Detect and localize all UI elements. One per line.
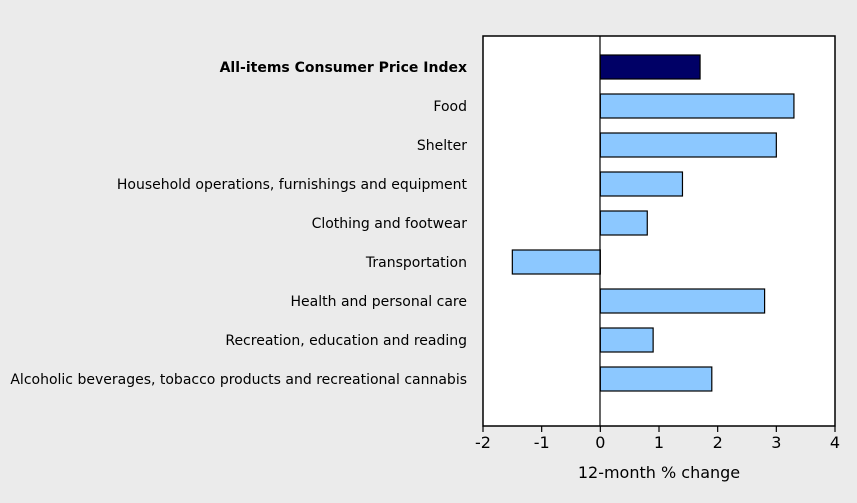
bar-2 [599,132,777,158]
category-label-4: Clothing and footwear [312,216,468,232]
category-label-0: All-items Consumer Price Index [220,60,467,76]
bar-8 [599,366,713,392]
category-labels: All-items Consumer Price Index Food Shelte… [10,60,467,388]
x-axis-title: 12-month % change [578,463,740,482]
x-tick-label-6: 4 [830,433,840,452]
x-axis-ticks: -2 -1 0 1 2 3 4 [475,426,840,452]
bar-4 [599,210,648,236]
category-label-5: Transportation [365,255,467,271]
category-label-2: Shelter [417,138,467,154]
bar-3 [599,171,684,197]
bar-7 [599,327,654,353]
x-tick-label-5: 3 [771,433,781,452]
x-tick-label-3: 1 [654,433,664,452]
category-label-1: Food [433,99,467,115]
bar-5 [511,249,601,275]
category-label-6: Health and personal care [291,294,467,310]
category-label-7: Recreation, education and reading [225,333,467,349]
bars [511,54,795,392]
category-label-3: Household operations, furnishings and eq… [117,177,468,193]
x-tick-label-0: -2 [475,433,491,452]
x-tick-label-1: -1 [534,433,550,452]
x-tick-label-4: 2 [713,433,723,452]
bar-1 [599,93,795,119]
bar-0 [599,54,701,80]
bar-6 [599,288,766,314]
category-label-8: Alcoholic beverages, tobacco products an… [10,372,467,388]
x-tick-label-2: 0 [595,433,605,452]
